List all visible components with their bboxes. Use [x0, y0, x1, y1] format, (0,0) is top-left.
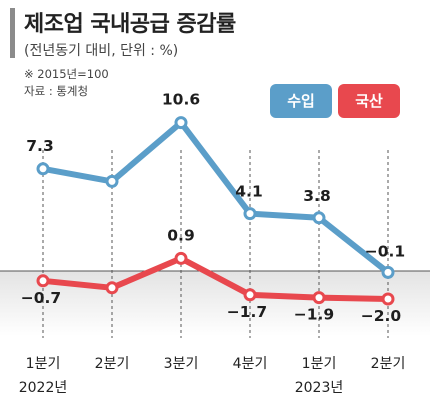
- series-line-domestic: [40, 255, 391, 302]
- data-point: [243, 288, 257, 302]
- data-label: −0.7: [21, 289, 61, 307]
- legend-import-label: 수입: [287, 92, 315, 110]
- data-point: [36, 274, 50, 288]
- data-point: [243, 207, 257, 221]
- data-point: [381, 292, 395, 306]
- data-label: 7.3: [26, 137, 53, 155]
- data-point: [174, 116, 188, 130]
- data-label: −1.9: [294, 306, 334, 324]
- data-point: [105, 174, 119, 188]
- base-year-note: ※ 2015년=100: [24, 67, 109, 81]
- data-point: [312, 291, 326, 305]
- data-label: 10.6: [162, 91, 200, 109]
- legend-domestic-label: 국산: [355, 92, 383, 110]
- x-tick-label: 1분기: [302, 356, 337, 372]
- data-label: −2.0: [361, 307, 402, 325]
- data-label: 0.9: [167, 226, 194, 244]
- chart-subtitle: (전년동기 대비, 단위 : %): [24, 43, 179, 59]
- legend-domestic: 국산: [338, 84, 400, 118]
- x-tick-label: 2분기: [95, 356, 130, 372]
- x-tick-label: 4분기: [233, 356, 268, 372]
- data-point: [105, 281, 119, 295]
- title-accent-bar: [10, 8, 15, 58]
- data-label: 3.8: [303, 187, 330, 205]
- series-line-import: [40, 119, 391, 276]
- data-label: 4.1: [235, 183, 262, 201]
- data-point: [312, 211, 326, 225]
- source-note: 자료 : 통계청: [24, 84, 89, 98]
- data-point: [36, 162, 50, 176]
- data-point: [174, 251, 188, 265]
- x-tick-label: 2분기: [371, 356, 406, 372]
- chart-title: 제조업 국내공급 증감률: [24, 12, 236, 37]
- data-label: −1.7: [227, 303, 267, 321]
- data-label: −0.1: [365, 242, 405, 260]
- x-year-label: 2022년: [19, 380, 68, 396]
- legend-import: 수입: [270, 84, 332, 118]
- x-tick-label: 1분기: [26, 356, 61, 372]
- x-tick-label: 3분기: [164, 356, 199, 372]
- x-year-label: 2023년: [295, 380, 344, 396]
- data-point: [381, 265, 395, 279]
